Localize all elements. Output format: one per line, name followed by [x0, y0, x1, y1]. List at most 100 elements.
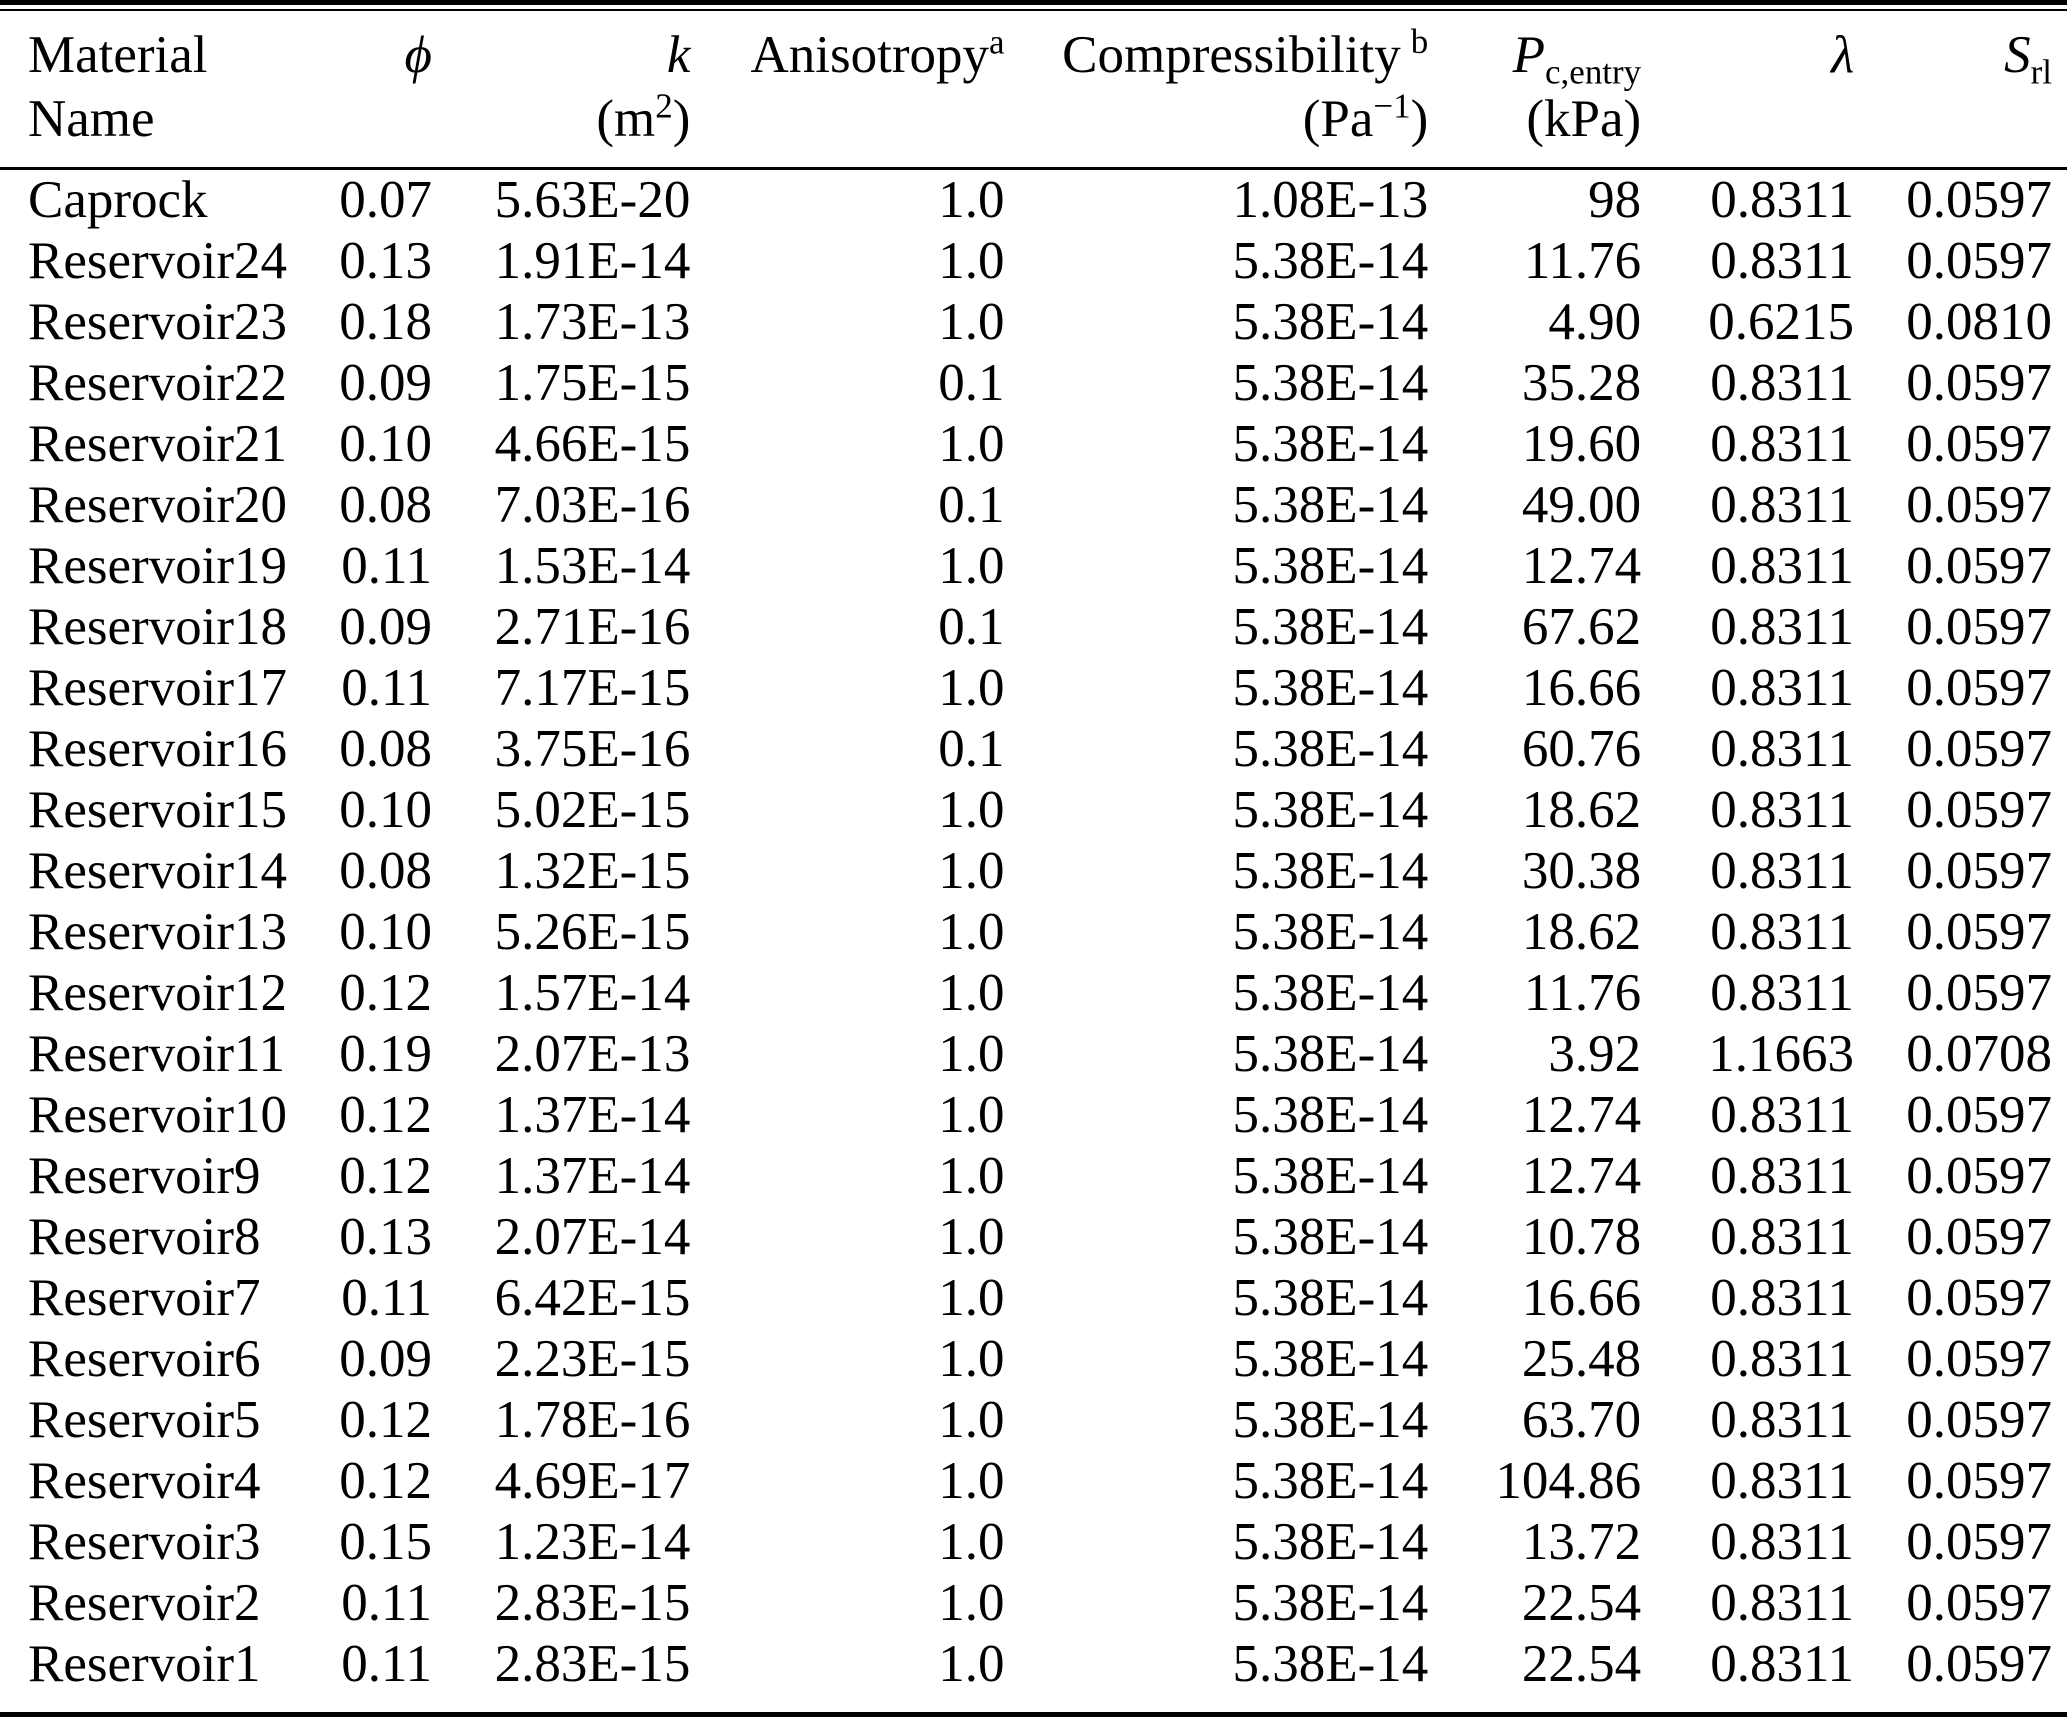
cell-pc_entry: 11.76	[1523, 232, 1642, 290]
cell-anisotropy: 1.0	[938, 903, 1005, 961]
table-row: Reservoir11 0.19 2.07E-13 1.0 5.38E-14 3.92 1.…	[0, 1024, 2067, 1085]
cell-pc_entry: 49.00	[1521, 476, 1642, 534]
cell-material_name: Reservoir12	[28, 964, 288, 1022]
cell-anisotropy: 0.1	[938, 476, 1005, 534]
column-header-pc-entry: Pc,entry (kPa)	[1428, 11, 1642, 170]
table-body: Caprock 0.07 5.63E-20 1.0 1.08E-13 98 0.8311 0.…	[0, 169, 2067, 1696]
cell-pc_entry: 12.74	[1521, 1086, 1642, 1144]
cell-k: 1.37E-14	[494, 1147, 691, 1205]
cell-lambda: 0.8311	[1710, 476, 1855, 534]
cell-compressibility: 5.38E-14	[1232, 598, 1429, 656]
cell-phi: 0.13	[339, 232, 432, 290]
cell-phi: 0.11	[341, 1574, 432, 1632]
cell-material_name: Caprock	[28, 171, 208, 229]
cell-k: 2.07E-14	[494, 1208, 691, 1266]
cell-phi: 0.11	[341, 659, 432, 717]
cell-srl: 0.0708	[1906, 1025, 2052, 1083]
cell-srl: 0.0597	[1906, 1635, 2052, 1693]
table-row: Reservoir20 0.08 7.03E-16 0.1 5.38E-14 49.00 0…	[0, 475, 2067, 536]
cell-compressibility: 5.38E-14	[1232, 720, 1429, 778]
cell-k: 5.63E-20	[494, 171, 691, 229]
cell-compressibility: 5.38E-14	[1232, 1513, 1429, 1571]
cell-pc_entry: 3.92	[1548, 1025, 1642, 1083]
cell-anisotropy: 1.0	[938, 1086, 1005, 1144]
cell-srl: 0.0597	[1906, 1147, 2052, 1205]
cell-pc_entry: 98	[1588, 171, 1642, 229]
cell-compressibility: 5.38E-14	[1232, 1208, 1429, 1266]
cell-anisotropy: 0.1	[938, 598, 1005, 656]
cell-material_name: Reservoir17	[28, 659, 288, 717]
cell-anisotropy: 1.0	[938, 1391, 1005, 1449]
cell-material_name: Reservoir20	[28, 476, 288, 534]
cell-srl: 0.0597	[1906, 1330, 2052, 1388]
cell-anisotropy: 1.0	[938, 537, 1005, 595]
cell-phi: 0.07	[339, 171, 432, 229]
cell-anisotropy: 1.0	[938, 1208, 1005, 1266]
cell-compressibility: 5.38E-14	[1232, 842, 1429, 900]
cell-k: 1.78E-16	[494, 1391, 691, 1449]
cell-phi: 0.13	[339, 1208, 432, 1266]
cell-srl: 0.0597	[1906, 537, 2052, 595]
cell-lambda: 0.8311	[1710, 537, 1855, 595]
cell-material_name: Reservoir21	[28, 415, 288, 473]
cell-srl: 0.0597	[1906, 171, 2052, 229]
top-rule-thick	[0, 0, 2067, 5]
cell-compressibility: 5.38E-14	[1232, 1269, 1429, 1327]
cell-compressibility: 5.38E-14	[1232, 1635, 1429, 1693]
srl-symbol: S	[2004, 26, 2031, 84]
cell-srl: 0.0597	[1906, 964, 2052, 1022]
cell-k: 7.03E-16	[494, 476, 691, 534]
cell-phi: 0.15	[339, 1513, 432, 1571]
table-row: Reservoir8 0.13 2.07E-14 1.0 5.38E-14 10.78 0.…	[0, 1207, 2067, 1268]
cell-pc_entry: 22.54	[1521, 1635, 1642, 1693]
cell-compressibility: 5.38E-14	[1232, 1330, 1429, 1388]
cell-k: 7.17E-15	[494, 659, 691, 717]
table-row: Reservoir21 0.10 4.66E-15 1.0 5.38E-14 19.60 0…	[0, 414, 2067, 475]
cell-phi: 0.12	[339, 1391, 432, 1449]
cell-k: 1.73E-13	[494, 293, 691, 351]
cell-pc_entry: 12.74	[1521, 1147, 1642, 1205]
cell-k: 4.69E-17	[494, 1452, 691, 1510]
table-row: Reservoir5 0.12 1.78E-16 1.0 5.38E-14 63.70 0.…	[0, 1390, 2067, 1451]
cell-material_name: Reservoir13	[28, 903, 288, 961]
cell-anisotropy: 1.0	[938, 1513, 1005, 1571]
cell-lambda: 0.8311	[1710, 1635, 1855, 1693]
cell-material_name: Reservoir18	[28, 598, 288, 656]
name-label: Name	[28, 90, 155, 148]
cell-anisotropy: 1.0	[938, 1147, 1005, 1205]
cell-anisotropy: 1.0	[938, 1330, 1005, 1388]
cell-material_name: Reservoir14	[28, 842, 288, 900]
cell-k: 1.37E-14	[494, 1086, 691, 1144]
table-row: Reservoir14 0.08 1.32E-15 1.0 5.38E-14 30.38 0…	[0, 841, 2067, 902]
srl-subscript: rl	[2030, 52, 2052, 92]
cell-compressibility: 5.38E-14	[1232, 354, 1429, 412]
cell-material_name: Reservoir4	[28, 1452, 261, 1510]
k-symbol: k	[666, 26, 691, 84]
cell-material_name: Reservoir2	[28, 1574, 261, 1632]
cell-anisotropy: 1.0	[938, 1025, 1005, 1083]
table-row: Reservoir13 0.10 5.26E-15 1.0 5.38E-14 18.62 0…	[0, 902, 2067, 963]
cell-compressibility: 1.08E-13	[1232, 171, 1429, 229]
cell-srl: 0.0597	[1906, 659, 2052, 717]
cell-material_name: Reservoir15	[28, 781, 288, 839]
table-row: Reservoir7 0.11 6.42E-15 1.0 5.38E-14 16.66 0.…	[0, 1268, 2067, 1329]
cell-pc_entry: 104.86	[1495, 1452, 1642, 1510]
cell-pc_entry: 19.60	[1521, 415, 1642, 473]
cell-pc_entry: 63.70	[1521, 1391, 1642, 1449]
cell-anisotropy: 1.0	[938, 1635, 1005, 1693]
cell-phi: 0.11	[341, 1269, 432, 1327]
cell-phi: 0.10	[339, 781, 432, 839]
cell-lambda: 0.8311	[1710, 1330, 1855, 1388]
bottom-rule-thick	[0, 1712, 2067, 1717]
cell-material_name: Reservoir16	[28, 720, 288, 778]
cell-srl: 0.0597	[1906, 1269, 2052, 1327]
cell-phi: 0.08	[339, 842, 432, 900]
cell-anisotropy: 1.0	[938, 232, 1005, 290]
cell-compressibility: 5.38E-14	[1232, 1025, 1429, 1083]
table-row: Reservoir15 0.10 5.02E-15 1.0 5.38E-14 18.62 0…	[0, 780, 2067, 841]
header-row: Material Name ϕ k (m2) Anisotropya Compr…	[0, 11, 2067, 170]
cell-pc_entry: 4.90	[1548, 293, 1642, 351]
cell-srl: 0.0597	[1906, 903, 2052, 961]
cell-k: 1.75E-15	[494, 354, 691, 412]
